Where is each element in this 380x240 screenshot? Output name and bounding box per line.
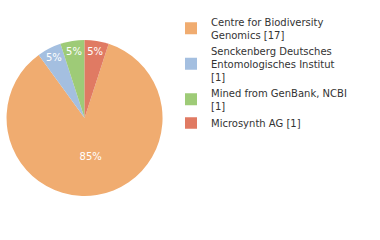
svg-text:5%: 5% bbox=[46, 52, 62, 63]
svg-text:85%: 85% bbox=[80, 151, 102, 162]
svg-text:5%: 5% bbox=[66, 46, 82, 57]
svg-text:5%: 5% bbox=[87, 46, 103, 57]
svg-text:Microsynth AG [1]: Microsynth AG [1] bbox=[211, 118, 301, 129]
svg-text:Centre for BiodiversityGenomic: Centre for BiodiversityGenomics [17] bbox=[211, 17, 324, 41]
svg-text:Mined from GenBank, NCBI[1]: Mined from GenBank, NCBI[1] bbox=[211, 88, 347, 112]
svg-text:Senckenberg DeutschesEntomolog: Senckenberg DeutschesEntomologisches Ins… bbox=[211, 46, 335, 83]
